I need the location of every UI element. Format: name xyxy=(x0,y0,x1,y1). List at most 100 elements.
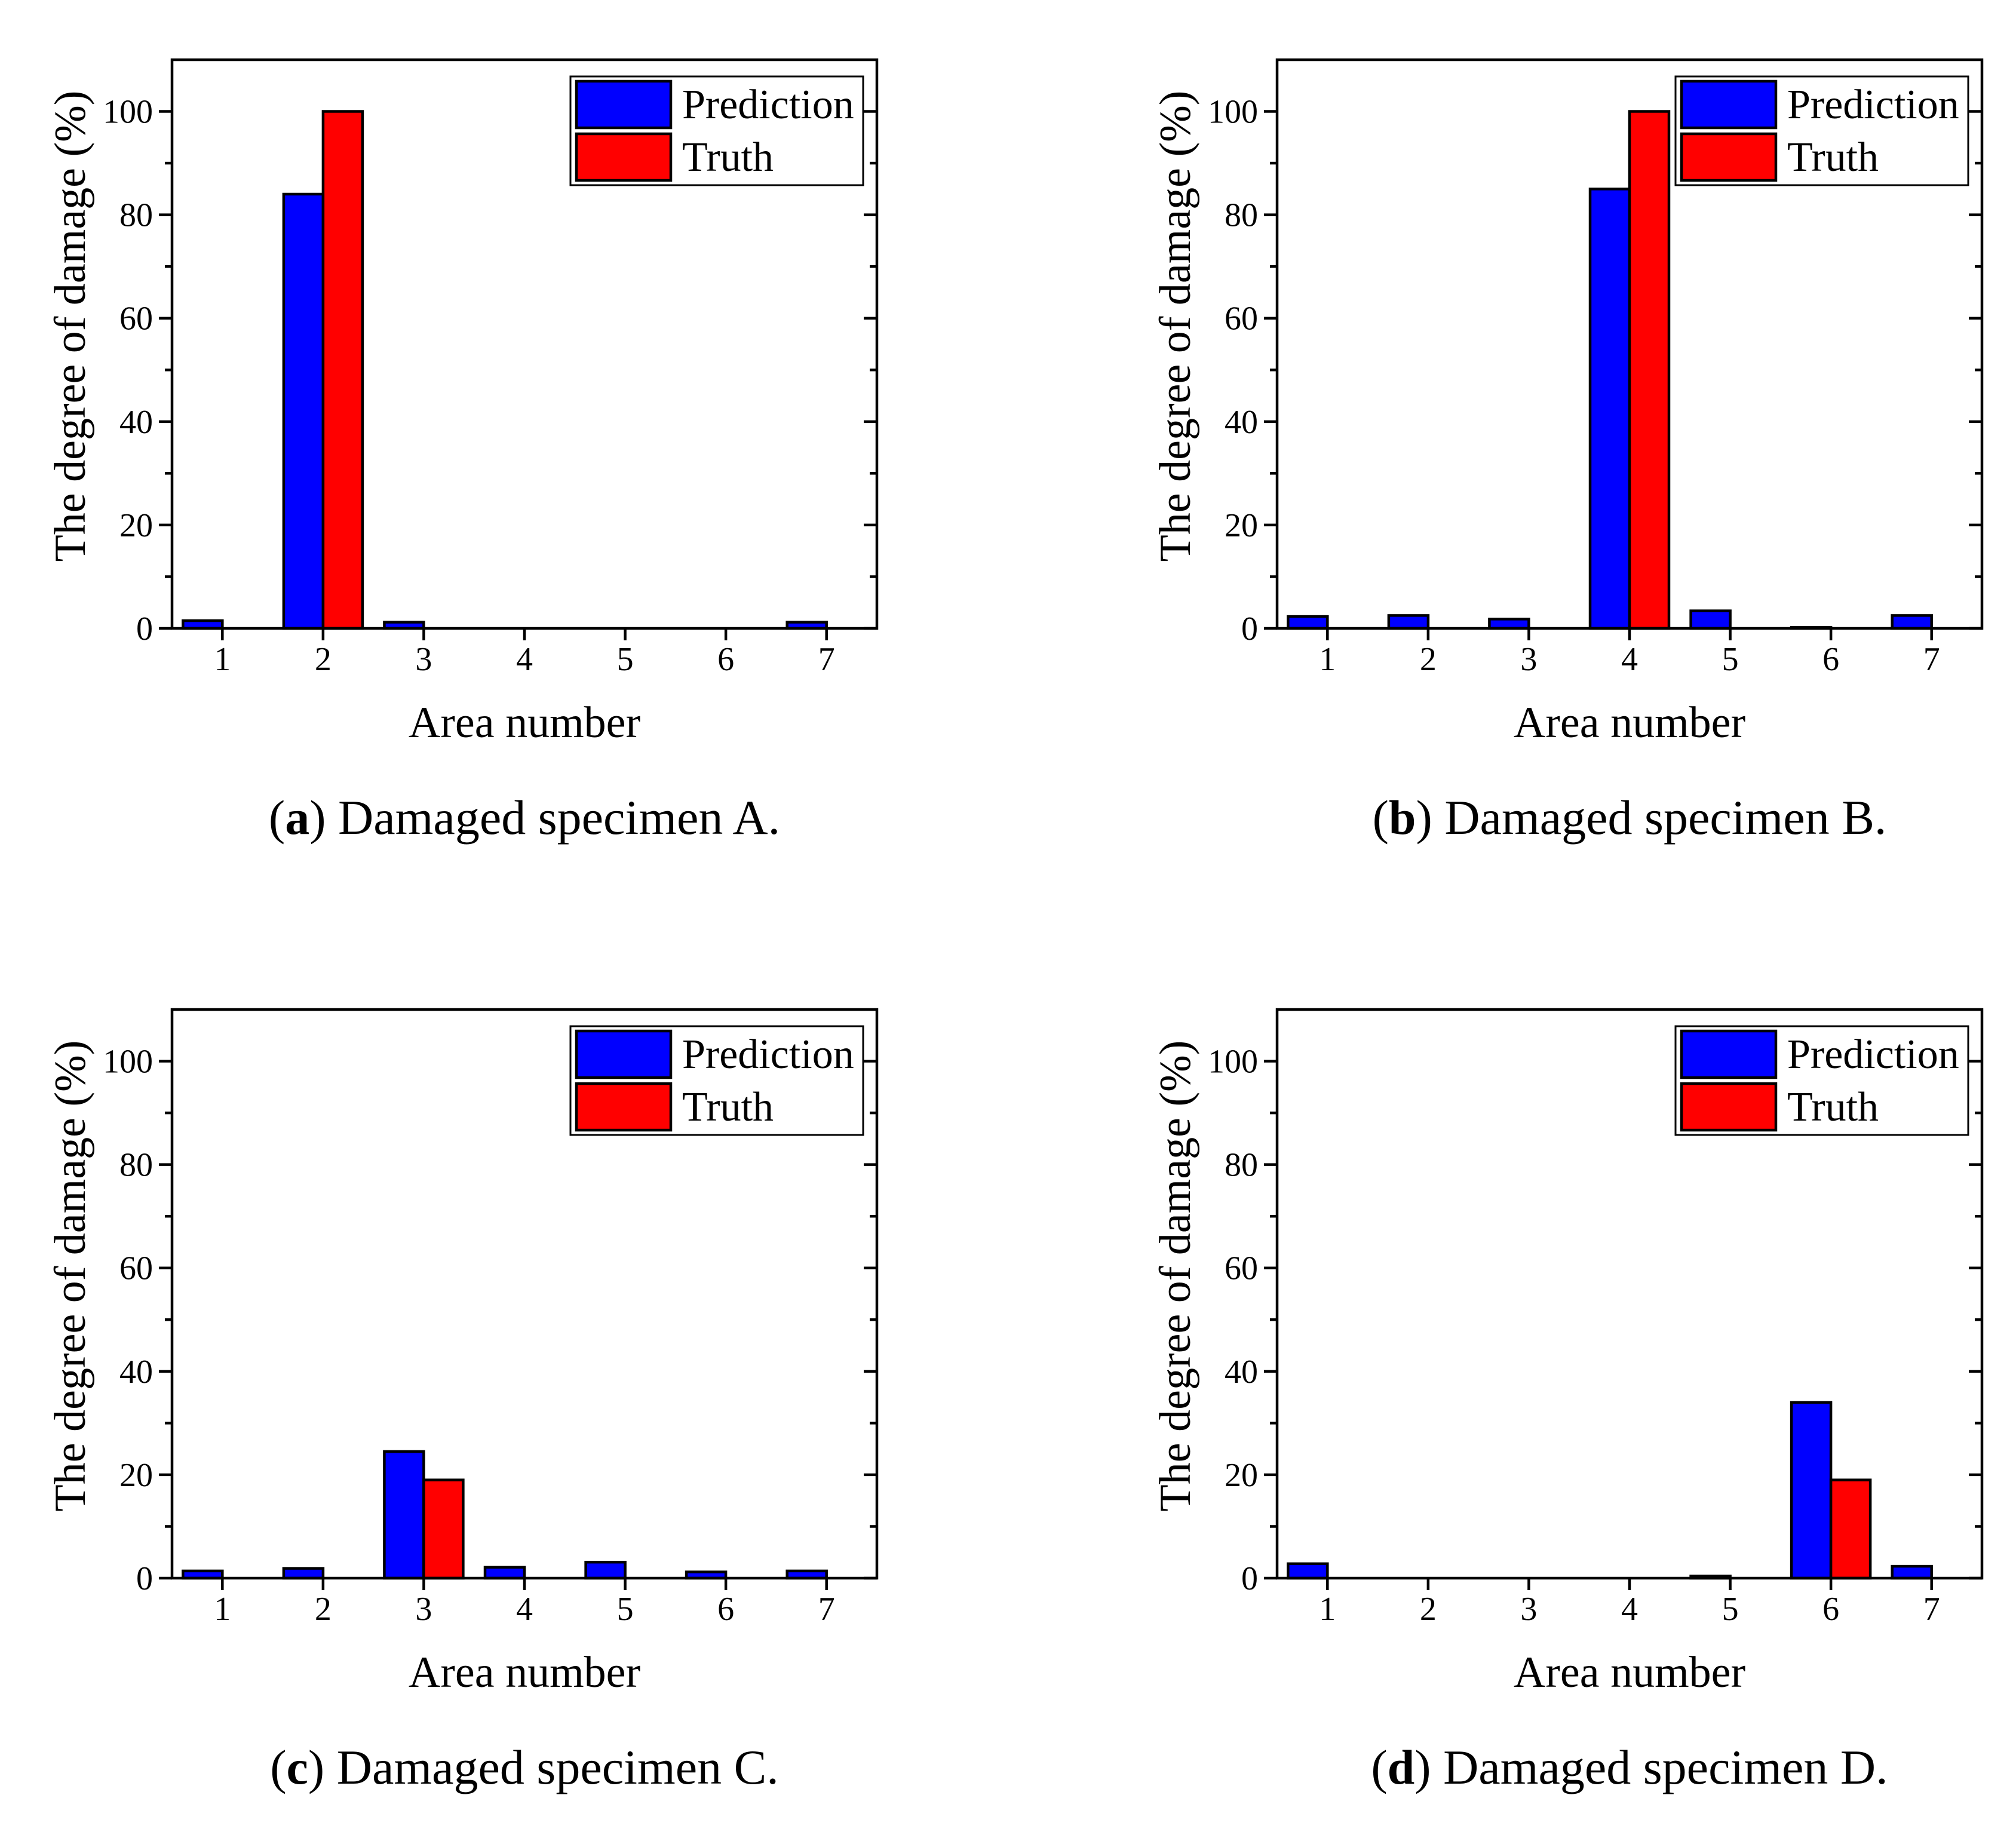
legend: Prediction Truth xyxy=(569,75,864,186)
prediction-bar xyxy=(282,192,325,630)
prediction-bar xyxy=(1488,618,1530,630)
y-tick-label: 0 xyxy=(136,1560,153,1597)
y-tick-label: 60 xyxy=(1225,1250,1258,1287)
y-tick-label: 40 xyxy=(119,404,153,441)
truth-bar xyxy=(1628,110,1671,630)
y-axis-label: The degree of damage (%) xyxy=(1151,1041,1200,1512)
legend: Prediction Truth xyxy=(1674,1025,1969,1136)
caption-paren-close: ) xyxy=(309,790,326,845)
legend-swatch-truth xyxy=(1680,1082,1778,1132)
caption-paren-open: ( xyxy=(1373,790,1389,845)
legend-label-truth: Truth xyxy=(1787,134,1879,180)
x-tick-label: 7 xyxy=(1923,1591,1940,1628)
x-tick-label: 5 xyxy=(617,641,634,678)
legend-label-prediction: Prediction xyxy=(1787,82,1959,128)
caption-letter: a xyxy=(285,790,309,845)
legend-swatch-truth xyxy=(1680,132,1778,182)
caption-text: Damaged specimen D. xyxy=(1431,1740,1888,1794)
truth-bar xyxy=(422,1478,465,1580)
legend-label-truth: Truth xyxy=(682,134,774,180)
prediction-bar xyxy=(1790,1401,1833,1580)
chart-panel: 0 20 40 60 80 100 1 2 3 4 5 6 7 Area number The degree… xyxy=(1151,58,1984,845)
x-tick-label: 3 xyxy=(1520,1591,1537,1628)
y-tick-label: 100 xyxy=(103,94,153,131)
chart-panel: 0 20 40 60 80 100 1 2 3 4 5 6 7 Area number The degree… xyxy=(46,58,879,845)
truth-bar xyxy=(1829,1478,1872,1580)
x-tick-label: 3 xyxy=(1520,641,1537,678)
caption-paren-close: ) xyxy=(1416,790,1432,845)
y-tick-label: 20 xyxy=(119,507,153,544)
prediction-bar xyxy=(1387,614,1430,630)
y-tick-label: 20 xyxy=(1225,1457,1258,1494)
prediction-bar xyxy=(1287,1562,1329,1580)
x-axis-label: Area number xyxy=(409,698,640,747)
y-tick-label: 100 xyxy=(103,1044,153,1081)
prediction-bar xyxy=(1891,614,1933,630)
y-tick-label: 80 xyxy=(119,197,153,234)
prediction-bar xyxy=(1588,188,1631,630)
y-tick-label: 60 xyxy=(1225,300,1258,337)
caption: (d) Damaged specimen D. xyxy=(1371,1740,1888,1794)
caption-text: Damaged specimen C. xyxy=(324,1740,779,1794)
legend-swatch-truth xyxy=(575,132,673,182)
x-tick-label: 2 xyxy=(1420,641,1437,678)
prediction-bar xyxy=(584,1560,627,1580)
x-tick-label: 3 xyxy=(415,1591,432,1628)
y-tick-label: 60 xyxy=(119,1250,153,1287)
truth-bar xyxy=(321,110,364,630)
x-axis-label: Area number xyxy=(409,1648,640,1697)
caption-paren-close: ) xyxy=(308,1740,324,1794)
legend-swatch-truth xyxy=(575,1082,673,1132)
prediction-bar xyxy=(282,1567,325,1580)
x-tick-label: 7 xyxy=(1923,641,1940,678)
caption-paren-open: ( xyxy=(270,1740,286,1794)
y-tick-label: 0 xyxy=(136,610,153,648)
prediction-bar xyxy=(1287,615,1329,630)
y-axis-label: The degree of damage (%) xyxy=(46,91,95,562)
x-tick-label: 6 xyxy=(1822,641,1839,678)
prediction-bar xyxy=(383,1450,425,1580)
x-tick-label: 4 xyxy=(1621,641,1638,678)
y-tick-label: 40 xyxy=(1225,404,1258,441)
x-tick-label: 1 xyxy=(1319,1591,1336,1628)
caption-text: Damaged specimen B. xyxy=(1432,790,1887,845)
y-tick-label: 0 xyxy=(1241,610,1258,648)
legend-label-prediction: Prediction xyxy=(1787,1032,1959,1078)
y-tick-label: 80 xyxy=(1225,197,1258,234)
y-tick-label: 40 xyxy=(1225,1354,1258,1391)
caption-letter: b xyxy=(1389,790,1416,845)
caption-text: Damaged specimen A. xyxy=(326,790,781,845)
x-tick-label: 6 xyxy=(717,1591,734,1628)
x-tick-label: 1 xyxy=(214,641,231,678)
y-tick-label: 40 xyxy=(119,1354,153,1391)
y-tick-label: 100 xyxy=(1208,94,1258,131)
x-tick-label: 7 xyxy=(818,641,835,678)
caption-paren-open: ( xyxy=(1371,1740,1387,1794)
y-tick-label: 80 xyxy=(1225,1147,1258,1184)
legend-swatch-prediction xyxy=(575,79,673,130)
caption: (c) Damaged specimen C. xyxy=(270,1740,779,1794)
x-tick-label: 4 xyxy=(516,1591,533,1628)
x-tick-label: 3 xyxy=(415,641,432,678)
legend: Prediction Truth xyxy=(569,1025,864,1136)
caption-paren-close: ) xyxy=(1414,1740,1431,1794)
y-tick-label: 20 xyxy=(1225,507,1258,544)
caption-letter: d xyxy=(1388,1740,1415,1794)
legend: Prediction Truth xyxy=(1674,75,1969,186)
legend-label-truth: Truth xyxy=(682,1084,774,1130)
y-tick-label: 20 xyxy=(119,1457,153,1494)
x-axis-label: Area number xyxy=(1514,1648,1745,1697)
caption-paren-open: ( xyxy=(269,790,285,845)
chart-panel: 0 20 40 60 80 100 1 2 3 4 5 6 7 Area number The degree… xyxy=(1151,1008,1984,1794)
prediction-bar xyxy=(1891,1564,1933,1580)
x-axis-label: Area number xyxy=(1514,698,1745,747)
x-tick-label: 5 xyxy=(1722,1591,1739,1628)
y-tick-label: 80 xyxy=(119,1147,153,1184)
prediction-bar xyxy=(1689,609,1732,630)
x-tick-label: 4 xyxy=(1621,1591,1638,1628)
prediction-bar xyxy=(483,1566,526,1580)
x-tick-label: 6 xyxy=(717,641,734,678)
legend-label-prediction: Prediction xyxy=(682,1032,854,1078)
x-tick-label: 4 xyxy=(516,641,533,678)
x-tick-label: 1 xyxy=(1319,641,1336,678)
